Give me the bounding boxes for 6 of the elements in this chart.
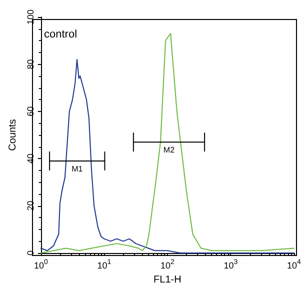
y-axis-title: Counts [8,119,18,151]
series-label: M2 [163,146,176,155]
series-label: M1 [72,164,84,174]
x-axis-title: FL1-H [154,274,182,286]
y-tick-label: 100 [25,9,36,25]
annotation: control [44,28,78,40]
